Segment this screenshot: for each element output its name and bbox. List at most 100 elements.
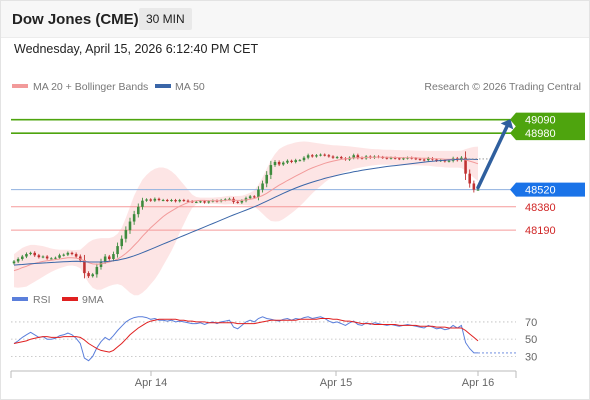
candle-body (145, 199, 148, 201)
credit-text: Research © 2026 Trading Central (424, 81, 581, 93)
moving-averages (13, 156, 490, 272)
legend-bollinger-swatch (12, 84, 28, 88)
candle-body (427, 158, 430, 161)
ma50-line (13, 158, 479, 266)
candle-body (286, 160, 289, 163)
rsi-line (13, 316, 478, 362)
rsi-tick-30: 30 (525, 351, 537, 363)
legend-ma50-label: MA 50 (175, 81, 205, 93)
candle-body (199, 201, 202, 203)
candle-body (50, 258, 53, 260)
candle-body (108, 256, 111, 259)
candle-body (290, 160, 293, 162)
candle-body (306, 155, 310, 158)
interval-button[interactable]: 30 MIN (139, 8, 192, 30)
level-box-48520 (516, 182, 585, 197)
candle-body (87, 273, 90, 277)
candle-body (476, 189, 480, 191)
candle-body (398, 158, 401, 160)
header-bar: Dow Jones (CME) 30 MIN (1, 1, 589, 38)
candle-body (29, 252, 32, 255)
candle-body (356, 155, 360, 158)
candle-body (66, 252, 70, 255)
candles (12, 151, 480, 279)
candle-body (228, 198, 231, 200)
candle-body (116, 246, 119, 255)
candle-body (91, 274, 94, 277)
candle-body (45, 256, 49, 259)
candle-body (124, 230, 128, 239)
level-label-48520: 48520 (525, 185, 556, 197)
candle-body (253, 196, 256, 198)
candle-body (352, 155, 355, 158)
candle-body (54, 257, 57, 259)
forecast-arrow (476, 119, 514, 190)
candle-body (277, 161, 281, 165)
candle-body (74, 254, 78, 257)
legend-ma50-swatch (155, 84, 171, 88)
candle-body (170, 200, 173, 202)
candle-body (248, 196, 252, 199)
ma20-line (13, 156, 479, 272)
x-ticks: Apr 14 Apr 15 Apr 16 (135, 371, 494, 389)
candle-body (468, 173, 471, 184)
candle-body (33, 252, 36, 256)
candle-body (79, 256, 82, 261)
candle-body (195, 201, 198, 203)
candle-body (186, 200, 190, 202)
candle-body (298, 160, 302, 162)
candle-body (319, 154, 322, 156)
candle-body (340, 157, 343, 159)
candle-body (240, 200, 244, 203)
candle-body (174, 200, 177, 202)
candle-body (41, 256, 45, 258)
x-tick-label: Apr 14 (135, 377, 167, 389)
candle-body (83, 260, 86, 274)
candle-body (472, 183, 476, 190)
candle-body (261, 183, 264, 190)
legend-9ma-label: 9MA (82, 294, 104, 306)
candle-body (294, 160, 297, 162)
candle-body (265, 174, 268, 184)
candle-body (161, 200, 165, 202)
candle-body (149, 199, 152, 201)
candle-body (273, 161, 277, 166)
candle-body (157, 198, 161, 201)
candle-body (178, 200, 181, 202)
candle-body (137, 206, 140, 215)
candle-body (418, 158, 422, 160)
candle-body (37, 255, 41, 258)
candle-body (203, 201, 206, 203)
level-pointer-48980 (510, 126, 516, 141)
level-label-48380: 48380 (525, 202, 556, 214)
candle-body (315, 155, 318, 157)
timestamp: Wednesday, April 15, 2026 6:12:40 PM CET (14, 42, 259, 56)
candle-body (70, 252, 74, 255)
level-label-48980: 48980 (525, 128, 556, 140)
candle-body (12, 261, 16, 264)
candle-body (128, 221, 132, 231)
candle-body (323, 154, 326, 156)
candle-body (120, 238, 123, 247)
level-pointer-49090 (510, 112, 516, 127)
legend-rsi-label: RSI (33, 294, 51, 306)
rsi-tick-50: 50 (525, 334, 537, 346)
candle-body (327, 155, 331, 157)
level-label-48190: 48190 (525, 225, 556, 237)
candle-body (464, 157, 467, 174)
instrument-title: Dow Jones (CME) (12, 11, 139, 28)
candle-body (385, 157, 389, 159)
candle-body (16, 258, 20, 262)
candle-body (389, 157, 393, 159)
legend-bollinger-label: MA 20 + Bollinger Bands (33, 81, 148, 93)
candle-body (282, 162, 285, 165)
candle-body (21, 256, 24, 259)
candle-body (360, 157, 364, 159)
level-box-49090 (516, 112, 585, 127)
candle-body (103, 256, 107, 262)
candle-body (435, 159, 438, 161)
level-box-48980 (516, 126, 585, 141)
candle-body (269, 165, 273, 175)
